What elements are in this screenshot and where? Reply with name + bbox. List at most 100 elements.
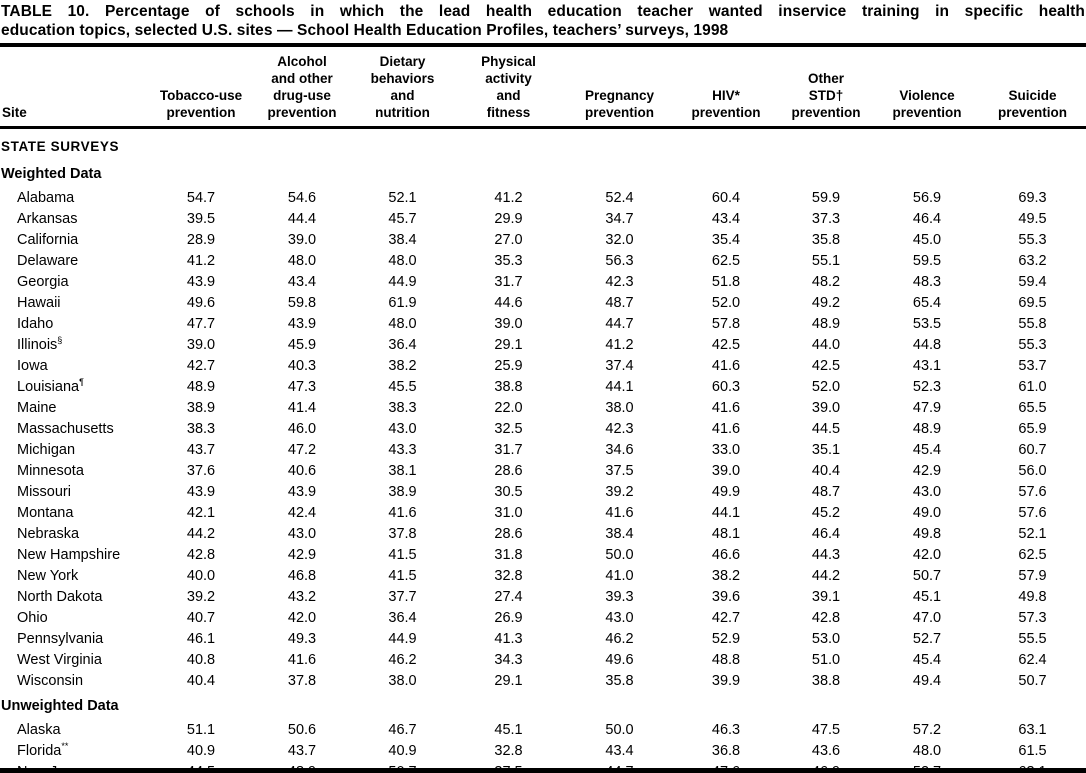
table-row: Idaho 47.7 43.9 48.0 39.0 44.7 57.8 48.9 53.5 55.… [0, 311, 1086, 332]
table-title-line2: education topics, selected U.S. sites — … [1, 22, 729, 39]
value-cell: 46.0 [287, 421, 317, 437]
site-name: Alabama [17, 190, 75, 206]
value-cell: 45.1 [912, 589, 942, 605]
value-cell: 38.3 [186, 421, 216, 437]
value-cell: 38.4 [605, 526, 634, 542]
value-cell: 41.5 [388, 568, 417, 584]
value-cell: 39.5 [186, 211, 216, 227]
value-cell: 54.7 [186, 190, 216, 206]
value-cell: 41.6 [605, 505, 634, 521]
value-cell: 43.4 [287, 274, 317, 290]
value-cell: 40.9 [186, 743, 216, 759]
value-cell: 28.6 [494, 463, 523, 479]
table-row: North Dakota 39.2 43.2 37.7 27.4 39.3 39.6 39.1… [0, 584, 1086, 605]
value-cell: 44.4 [287, 211, 317, 227]
value-cell: 65.4 [912, 295, 942, 311]
value-cell: 36.4 [388, 610, 417, 626]
value-cell: 55.1 [811, 253, 841, 269]
table-row: Georgia 43.9 43.4 44.9 31.7 42.3 51.8 48.2 48.3 5… [0, 269, 1086, 290]
value-cell: 42.4 [287, 505, 317, 521]
value-cell: 31.0 [494, 505, 523, 521]
value-cell: 69.5 [1018, 295, 1047, 311]
value-cell: 46.4 [811, 526, 841, 542]
value-cell: 62.5 [711, 253, 741, 269]
value-cell: 60.7 [1018, 442, 1047, 458]
value-cell: 52.3 [912, 379, 942, 395]
value-cell: 43.3 [388, 442, 417, 458]
value-cell: 43.7 [287, 743, 317, 759]
value-cell: 61.9 [388, 295, 417, 311]
value-cell: 39.0 [711, 463, 741, 479]
value-cell: 41.6 [711, 400, 741, 416]
value-cell: 39.0 [186, 337, 216, 353]
value-cell: 41.3 [494, 631, 523, 647]
value-cell: 63.2 [1018, 253, 1047, 269]
value-cell: 35.4 [711, 232, 741, 248]
value-cell: 47.9 [912, 400, 942, 416]
value-cell: 38.9 [186, 400, 216, 416]
value-cell: 42.8 [811, 610, 841, 626]
header-row: Site Tobacco-use prevention Alcohol and … [0, 45, 1086, 129]
site-name: Massachusetts [17, 421, 114, 437]
value-cell: 42.9 [287, 547, 317, 563]
value-cell: 27.4 [494, 589, 523, 605]
value-cell: 27.0 [494, 232, 523, 248]
value-cell: 44.2 [811, 568, 841, 584]
footnote-marker: ** [61, 741, 69, 752]
value-cell: 46.1 [186, 631, 216, 647]
value-cell: 28.9 [186, 232, 216, 248]
value-cell: 44.2 [186, 526, 216, 542]
value-cell: 63.1 [1018, 722, 1047, 738]
value-cell: 56.0 [1018, 463, 1047, 479]
value-cell: 42.0 [287, 610, 317, 626]
value-cell: 55.3 [1018, 337, 1047, 353]
value-cell: 53.7 [1018, 358, 1047, 374]
value-cell: 40.7 [186, 610, 216, 626]
value-cell: 46.2 [388, 652, 417, 668]
value-cell: 42.5 [711, 337, 741, 353]
value-cell: 39.0 [811, 400, 841, 416]
value-cell: 49.8 [912, 526, 942, 542]
value-cell: 44.1 [711, 505, 741, 521]
value-cell: 43.4 [711, 211, 741, 227]
value-cell: 45.1 [494, 722, 523, 738]
site-name: Iowa [17, 358, 48, 374]
value-cell: 37.4 [605, 358, 634, 374]
value-cell: 43.0 [388, 421, 417, 437]
value-cell: 51.8 [711, 274, 741, 290]
table-row: Arkansas 39.5 44.4 45.7 29.9 34.7 43.4 37.3 46.4… [0, 206, 1086, 227]
table-row: New York 40.0 46.8 41.5 32.8 41.0 38.2 44.2 50.7… [0, 563, 1086, 584]
table-row: Missouri 43.9 43.9 38.9 30.5 39.2 49.9 48.7 43.0… [0, 479, 1086, 500]
section-heading: Unweighted Data [1, 698, 119, 714]
value-cell: 29.1 [494, 673, 523, 689]
site-name: New Hampshire [17, 547, 121, 563]
value-cell: 52.1 [1018, 526, 1047, 542]
value-cell: 39.9 [711, 673, 741, 689]
value-cell: 51.0 [811, 652, 841, 668]
value-cell: 44.6 [494, 295, 523, 311]
value-cell: 65.5 [1018, 400, 1047, 416]
value-cell: 44.8 [912, 337, 942, 353]
value-cell: 49.9 [711, 484, 741, 500]
value-cell: 42.0 [912, 547, 942, 563]
value-cell: 44.1 [605, 379, 634, 395]
value-cell: 39.2 [186, 589, 216, 605]
value-cell: 37.3 [811, 211, 841, 227]
column-header-site: Site [0, 45, 150, 129]
value-cell: 42.3 [605, 421, 634, 437]
value-cell: 45.5 [388, 379, 417, 395]
column-header-hiv: HIV* prevention [675, 45, 777, 129]
value-cell: 43.6 [811, 743, 841, 759]
value-cell: 48.7 [605, 295, 634, 311]
value-cell: 55.8 [1018, 316, 1047, 332]
value-cell: 52.4 [605, 190, 634, 206]
value-cell: 60.3 [711, 379, 741, 395]
value-cell: 36.4 [388, 337, 417, 353]
value-cell: 48.0 [388, 253, 417, 269]
value-cell: 31.7 [494, 442, 523, 458]
value-cell: 47.2 [287, 442, 317, 458]
value-cell: 48.0 [388, 316, 417, 332]
value-cell: 32.8 [494, 568, 523, 584]
value-cell: 43.2 [287, 589, 317, 605]
value-cell: 44.3 [811, 547, 841, 563]
